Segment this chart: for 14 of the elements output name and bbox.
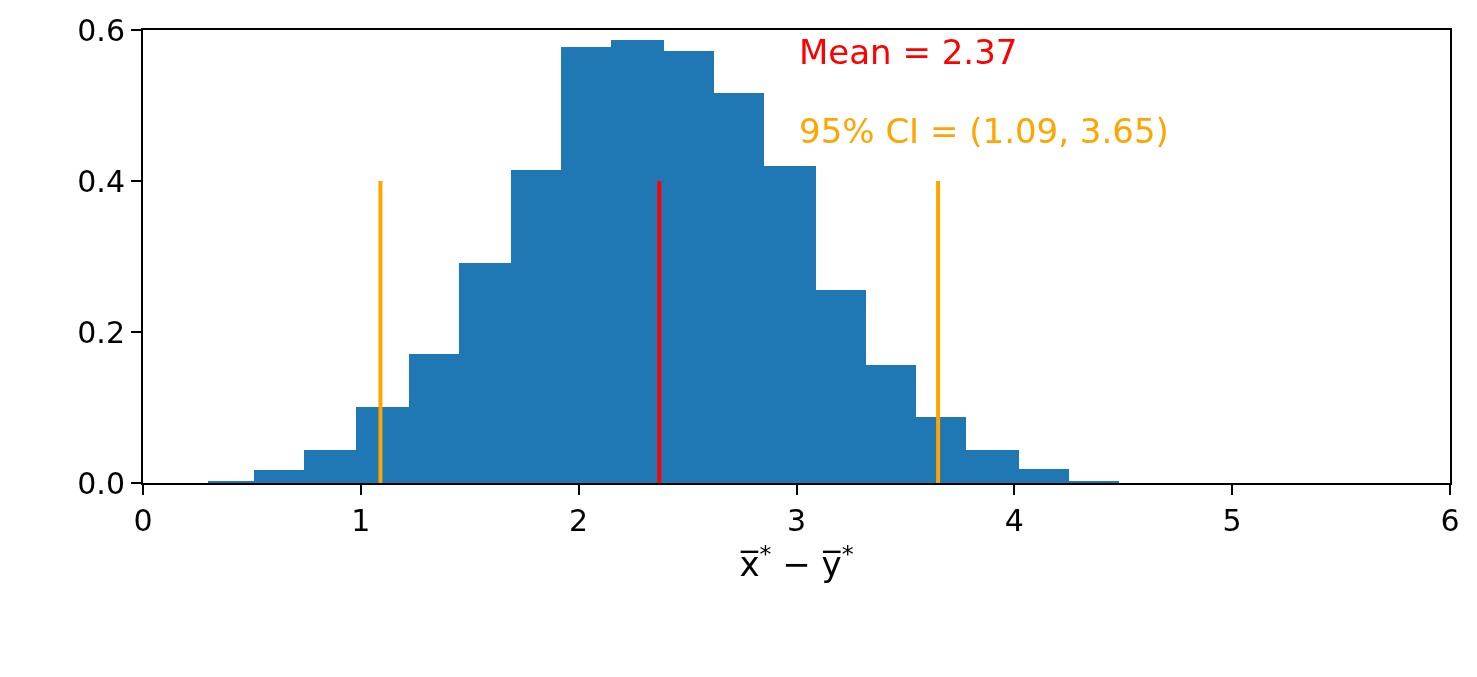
x-tick-label: 3 bbox=[786, 503, 807, 538]
x-tick-label: 2 bbox=[569, 503, 589, 538]
series-label: 95% CI = (1.09, 3.65) bbox=[799, 111, 1169, 151]
x-tick-label: 1 bbox=[351, 503, 371, 538]
y-tick-label: 0.6 bbox=[77, 12, 125, 48]
x-tick-label: 5 bbox=[1222, 503, 1242, 538]
x-axis-title: x̅$^{*}$ − y̅$^{*}$ bbox=[739, 539, 854, 584]
text: Mean = 2.37 bbox=[799, 32, 1018, 72]
x-tick-label: 4 bbox=[1004, 503, 1024, 538]
x-tick-label: 6 bbox=[1440, 503, 1460, 538]
y-tick-label: 0.4 bbox=[77, 163, 125, 199]
y-tick-label: 0.2 bbox=[77, 314, 125, 350]
y-tick-label: 0.0 bbox=[77, 465, 125, 501]
x-tick-label: 0 bbox=[133, 503, 153, 538]
